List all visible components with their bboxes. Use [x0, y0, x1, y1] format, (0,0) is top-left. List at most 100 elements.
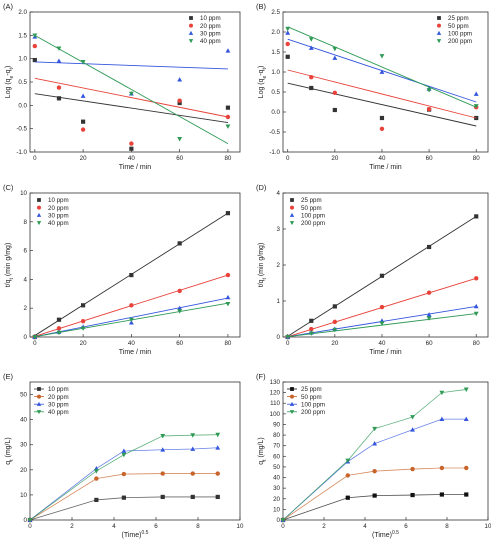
data-point [32, 43, 38, 49]
data-point [190, 446, 196, 451]
data-point [332, 327, 338, 333]
x-tick-label: 0 [33, 340, 37, 347]
x-tick-label: 80 [224, 340, 231, 347]
data-point [128, 91, 134, 97]
data-point [345, 495, 350, 500]
series-40-ppm [27, 432, 221, 523]
y-tick-label: 0 [277, 334, 281, 341]
data-point [190, 494, 195, 500]
data-point [285, 335, 291, 340]
fit-line [34, 93, 228, 124]
y-tick-label: 2.5 [271, 9, 280, 16]
x-tick-label: 2 [70, 523, 74, 530]
panel-label: (B) [256, 2, 267, 11]
x-tick-label: 60 [426, 155, 433, 162]
y-tick-label: 60 [273, 453, 280, 460]
data-point [345, 458, 351, 464]
x-tick-label: 60 [176, 340, 183, 347]
y-tick-label: 0.5 [18, 79, 27, 86]
data-point [285, 41, 290, 47]
x-tick-label: 4 [112, 523, 116, 530]
x-axis-label: (Time)0.5 [372, 530, 399, 539]
y-tick-label: 4 [277, 190, 281, 197]
x-tick-label: 0 [286, 340, 290, 347]
y-tick-label: 30 [20, 442, 27, 449]
y-tick-label: 10 [273, 506, 280, 513]
legend-marker [290, 198, 294, 202]
data-point [225, 124, 231, 129]
panel-label: (F) [256, 372, 266, 381]
y-tick-label: 50 [273, 464, 280, 471]
y-axis-label: t/qt (min g/mg) [258, 243, 268, 288]
x-tick-label: 80 [473, 340, 480, 347]
data-point [464, 465, 469, 471]
data-point [177, 241, 182, 246]
data-point [56, 96, 62, 101]
data-point [426, 290, 432, 295]
x-tick-label: 60 [176, 155, 183, 162]
x-tick-label: 0 [286, 155, 290, 162]
chart-panel-b: (B) 0 20 40 60 80 -1.0 -0.5 0.0 0.5 1.0 1.5 2.0 2.5 Ti… [256, 2, 489, 171]
data-point [81, 119, 86, 124]
x-tick-label: 10 [485, 523, 491, 530]
legend-marker [188, 30, 194, 35]
data-point [379, 273, 385, 278]
y-tick-label: 2.0 [18, 9, 27, 16]
legend-marker [37, 394, 41, 399]
data-point [379, 304, 385, 310]
chart-panel-d: (D) 0 20 40 60 80 0 1 2 3 4 Time / min t/qt (min g/m… [256, 183, 489, 356]
plot-frame [282, 381, 489, 521]
y-tick-label: -0.5 [16, 126, 27, 133]
y-tick-label: 0.0 [271, 109, 280, 116]
legend-entry: 100 ppm [301, 212, 325, 219]
y-axis-label: Log (qe-qt) [258, 66, 268, 99]
x-tick-label: 20 [80, 155, 87, 162]
data-point [463, 416, 469, 422]
legend-marker [36, 410, 42, 415]
series-25-ppm [285, 54, 479, 127]
data-point [80, 318, 86, 324]
legend-marker [290, 387, 294, 391]
data-point [80, 60, 86, 65]
legend-entry: 20 ppm [48, 394, 69, 401]
legend-marker [436, 30, 442, 35]
data-point [309, 74, 314, 80]
data-point [80, 93, 86, 98]
data-point [160, 434, 166, 439]
y-axis-label: qt (mg/L) [258, 437, 268, 464]
data-point [129, 146, 134, 151]
legend-box [432, 12, 486, 47]
x-axis-label: Time / min [369, 349, 402, 356]
legend-marker [36, 221, 42, 226]
series-20-ppm [32, 43, 231, 146]
fit-line [34, 34, 229, 144]
data-point [379, 69, 385, 74]
data-point [439, 492, 444, 497]
legend-entry: 40 ppm [48, 409, 69, 416]
data-point [426, 312, 432, 317]
series-50-ppm [285, 276, 479, 340]
x-tick-label: 80 [473, 155, 480, 162]
data-point [285, 54, 290, 59]
data-point [426, 88, 432, 93]
data-point [426, 106, 432, 112]
x-tick-label: 2 [322, 523, 326, 530]
data-point [32, 335, 38, 340]
data-point [215, 432, 221, 438]
data-point [439, 390, 445, 396]
legend-entry: 20 ppm [200, 23, 221, 30]
fit-line [287, 82, 477, 127]
legend-entry: 10 ppm [48, 386, 69, 393]
data-point [474, 214, 479, 219]
data-point [56, 85, 62, 90]
chart-panel-e: (E) 0 2 4 6 8 10 0 10 20 30 40 50 (Time)0.5 qt (mg/L) 1… [3, 372, 244, 539]
x-tick-label: 40 [128, 155, 135, 162]
series-line [29, 434, 218, 521]
data-point [473, 311, 479, 317]
y-tick-label: 0.5 [271, 89, 280, 96]
legend-entry: 30 ppm [48, 401, 69, 408]
legend-marker [289, 401, 295, 406]
data-point [285, 30, 291, 35]
